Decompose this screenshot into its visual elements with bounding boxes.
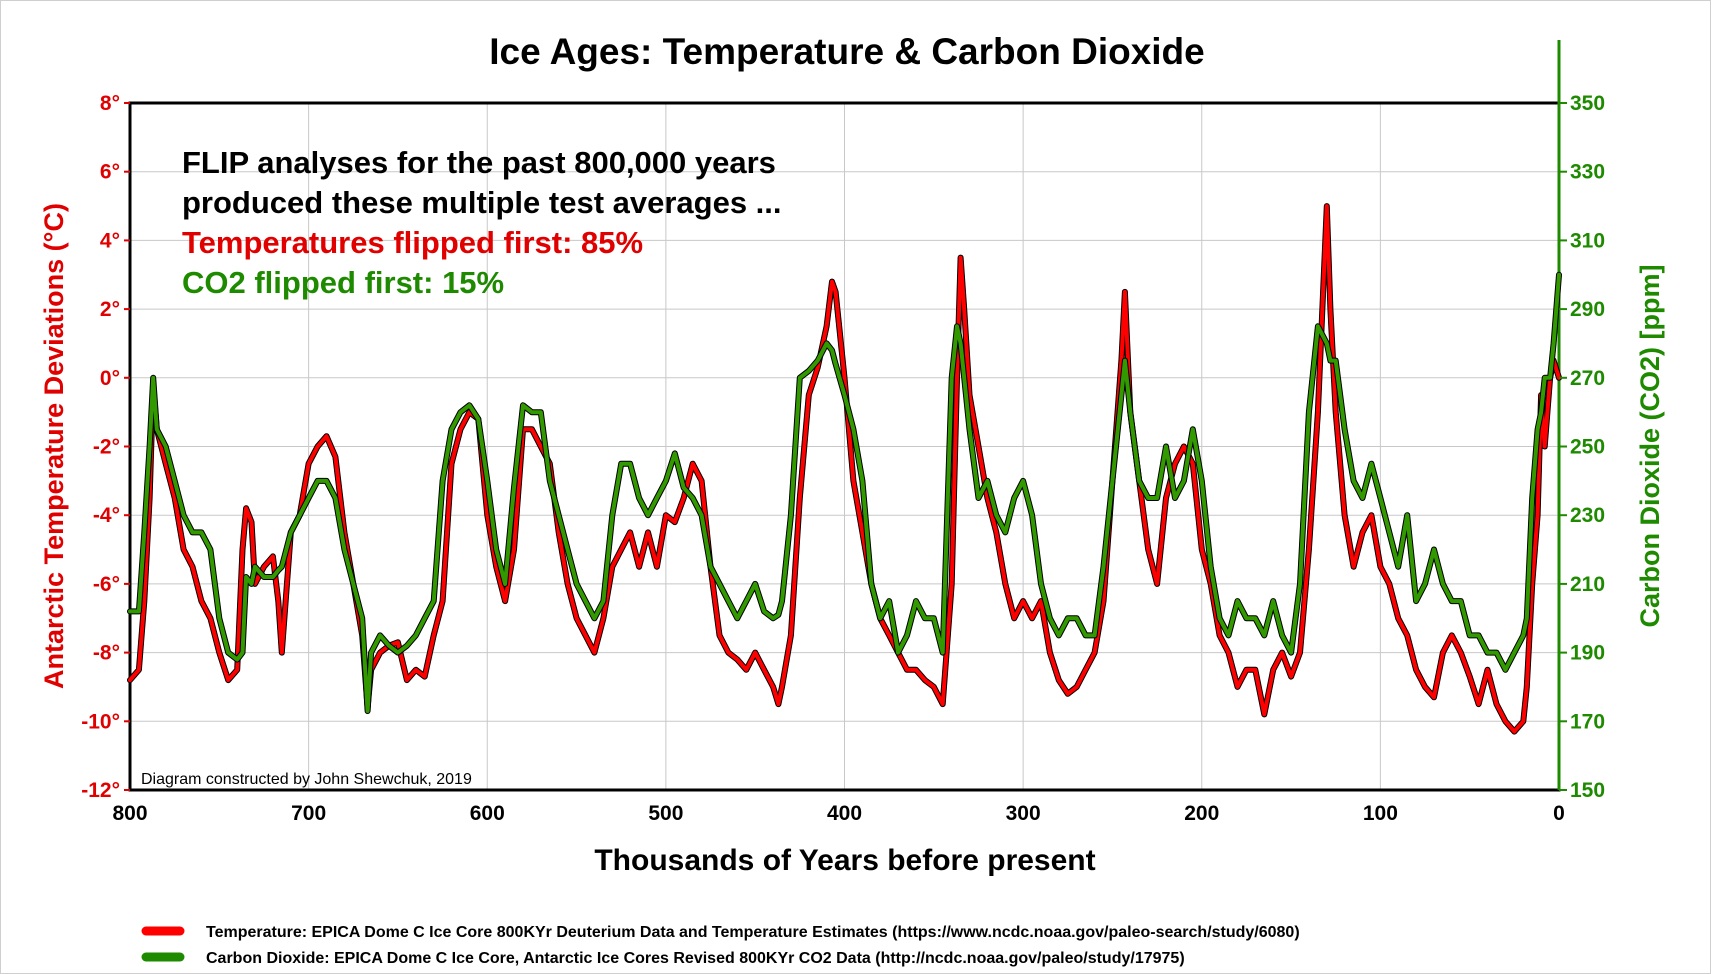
legend: Temperature: EPICA Dome C Ice Core 800KY… bbox=[141, 924, 1300, 967]
annotation-temperature-first: Temperatures flipped first: 85% bbox=[182, 225, 644, 260]
right-tick-label: 230 bbox=[1570, 504, 1605, 527]
right-tick-label: 150 bbox=[1570, 779, 1605, 802]
annotation-co2-first: CO2 flipped first: 15% bbox=[182, 265, 505, 300]
right-tick-label: 190 bbox=[1570, 642, 1605, 665]
grid-lines bbox=[130, 103, 1559, 790]
right-tick-label: 330 bbox=[1570, 161, 1605, 184]
right-tick-label: 170 bbox=[1570, 710, 1605, 733]
left-axis-ticks: 8° 6° 4° 2° 0° -2° -4° -6° -8° -10° -12° bbox=[81, 92, 130, 802]
left-tick-label: -10° bbox=[81, 710, 120, 733]
left-tick-label: -2° bbox=[93, 436, 120, 459]
right-tick-label: 310 bbox=[1570, 229, 1605, 252]
right-tick-label: 350 bbox=[1570, 92, 1605, 115]
co2-series bbox=[127, 271, 1562, 714]
x-tick-label: 700 bbox=[291, 802, 326, 825]
left-tick-label: 0° bbox=[100, 367, 120, 390]
legend-temperature-label: Temperature: EPICA Dome C Ice Core 800KY… bbox=[206, 924, 1300, 941]
left-tick-label: 4° bbox=[100, 229, 120, 252]
x-tick-label: 100 bbox=[1363, 802, 1398, 825]
x-tick-label: 0 bbox=[1553, 802, 1565, 825]
chart-title: Ice Ages: Temperature & Carbon Dioxide bbox=[489, 31, 1205, 72]
right-axis-label: Carbon Dioxide (CO2) [ppm] bbox=[1635, 265, 1665, 628]
left-tick-label: -8° bbox=[93, 642, 120, 665]
left-tick-label: 8° bbox=[100, 92, 120, 115]
left-tick-label: -12° bbox=[81, 779, 120, 802]
right-tick-label: 290 bbox=[1570, 298, 1605, 321]
x-tick-label: 600 bbox=[470, 802, 505, 825]
right-axis-ticks: 350 330 310 290 270 250 230 210 190 170 150 bbox=[1559, 92, 1605, 802]
annotation-line-1: FLIP analyses for the past 800,000 years bbox=[182, 145, 776, 180]
x-tick-label: 300 bbox=[1006, 802, 1041, 825]
x-axis-label: Thousands of Years before present bbox=[594, 844, 1095, 877]
annotation-line-2: produced these multiple test averages ..… bbox=[182, 185, 782, 220]
x-tick-label: 800 bbox=[112, 802, 147, 825]
credit-text: Diagram constructed by John Shewchuk, 20… bbox=[141, 771, 472, 788]
left-tick-label: -4° bbox=[93, 504, 120, 527]
left-tick-label: 2° bbox=[100, 298, 120, 321]
right-tick-label: 250 bbox=[1570, 436, 1605, 459]
right-tick-label: 270 bbox=[1570, 367, 1605, 390]
left-axis-label: Antarctic Temperature Deviations (°C) bbox=[39, 203, 69, 689]
right-tick-label: 210 bbox=[1570, 573, 1605, 596]
x-tick-label: 500 bbox=[648, 802, 683, 825]
x-tick-label: 400 bbox=[827, 802, 862, 825]
left-tick-label: 6° bbox=[100, 161, 120, 184]
x-tick-label: 200 bbox=[1184, 802, 1219, 825]
legend-co2-label: Carbon Dioxide: EPICA Dome C Ice Core, A… bbox=[206, 950, 1185, 967]
x-axis-ticks: 800 700 600 500 400 300 200 100 0 bbox=[112, 802, 1564, 825]
left-tick-label: -6° bbox=[93, 573, 120, 596]
series-line bbox=[128, 272, 1561, 713]
